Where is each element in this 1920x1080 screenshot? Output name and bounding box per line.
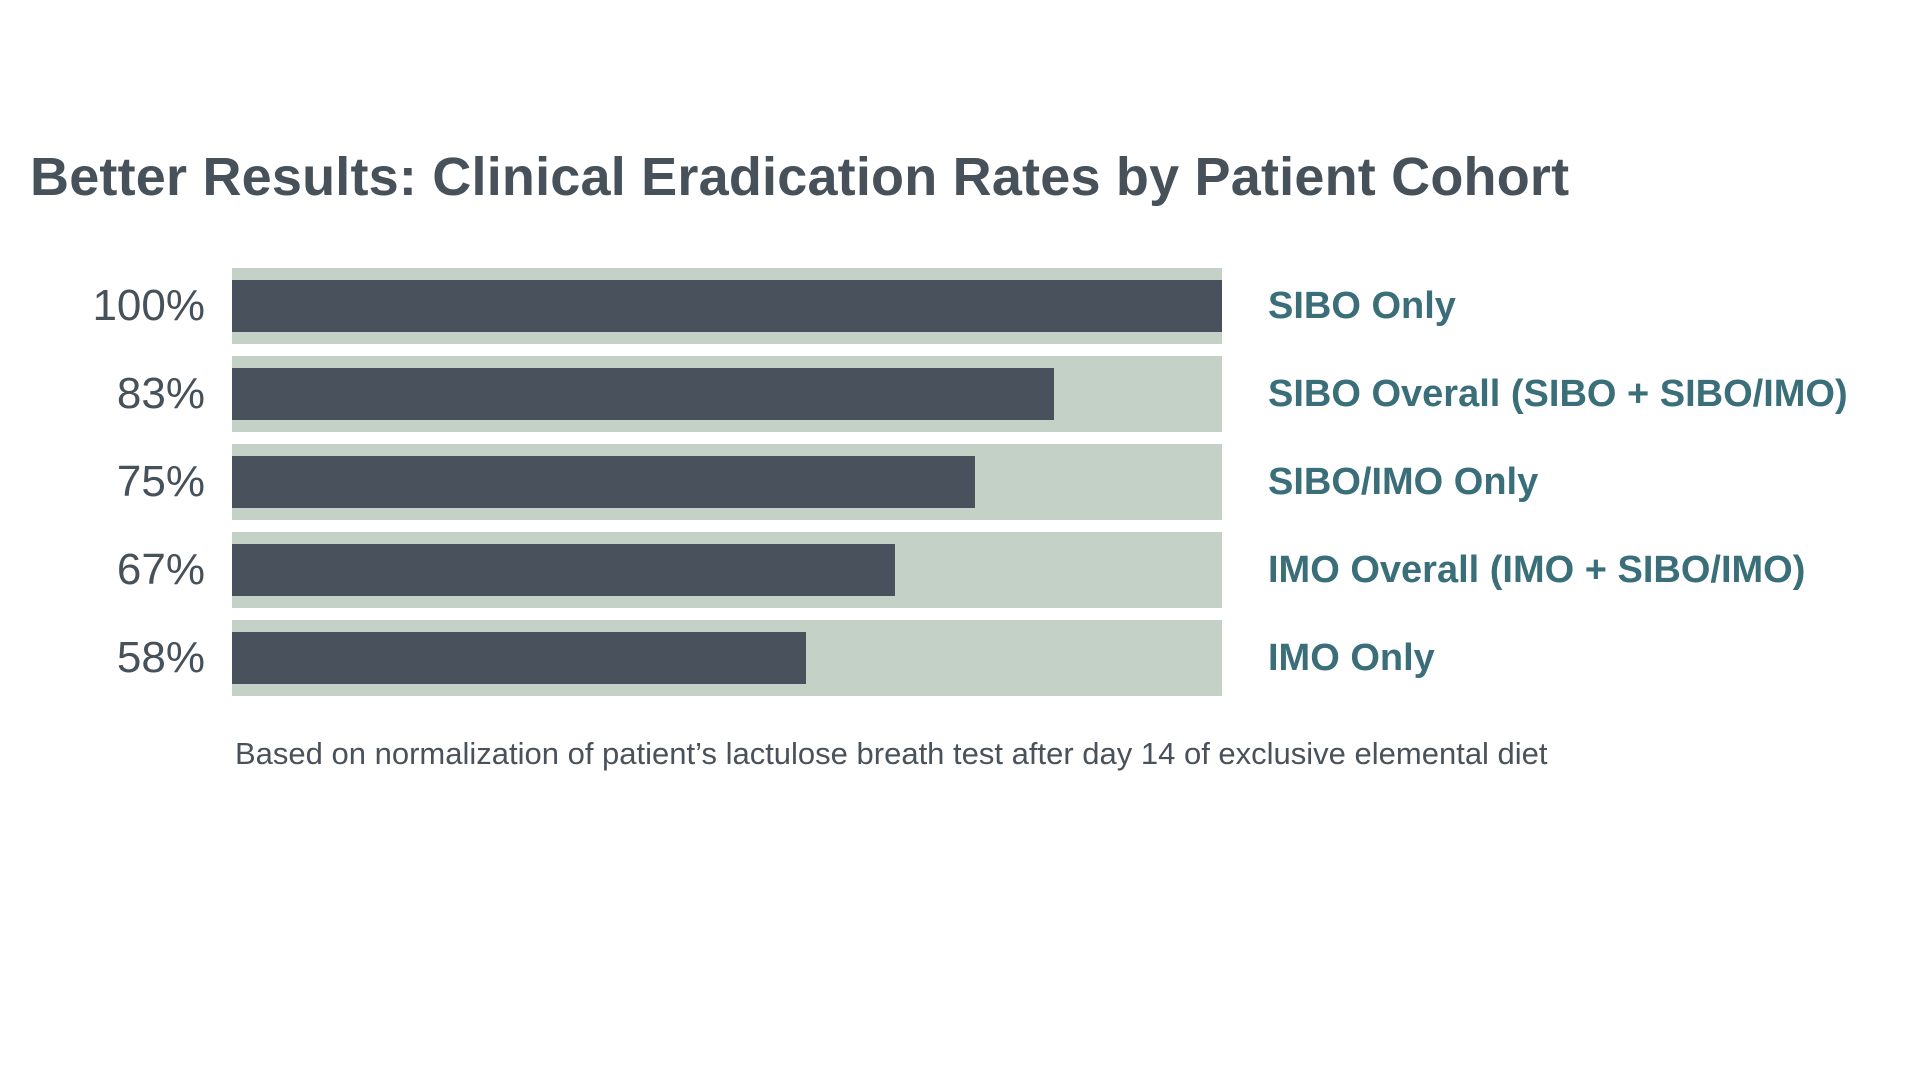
bar-category-label: SIBO/IMO Only <box>1268 460 1539 503</box>
bar-track <box>232 620 1222 696</box>
bar-category-label: IMO Only <box>1268 636 1435 679</box>
bar-fill <box>232 368 1054 420</box>
chart-footnote: Based on normalization of patient’s lact… <box>235 736 1548 771</box>
bar-fill <box>232 456 975 508</box>
bar-track <box>232 356 1222 432</box>
bar-value-label: 58% <box>116 633 205 682</box>
bar-track <box>232 444 1222 520</box>
chart-title: Better Results: Clinical Eradication Rat… <box>30 147 1570 207</box>
bar-fill <box>232 280 1222 332</box>
bar-track <box>232 532 1222 608</box>
bar-track <box>232 268 1222 344</box>
bar-value-label: 83% <box>116 369 205 418</box>
chart-row-sibo-only: 100% SIBO Only <box>0 268 1920 344</box>
bar-fill <box>232 632 807 684</box>
chart-row-sibo-overall: 83% SIBO Overall (SIBO + SIBO/IMO) <box>0 356 1920 432</box>
bar-value-label: 75% <box>116 457 205 506</box>
bar-value-label: 100% <box>92 281 205 330</box>
chart-row-imo-overall: 67% IMO Overall (IMO + SIBO/IMO) <box>0 532 1920 608</box>
bar-value-label: 67% <box>116 545 205 594</box>
chart-row-sibo-imo-only: 75% SIBO/IMO Only <box>0 444 1920 520</box>
bar-category-label: IMO Overall (IMO + SIBO/IMO) <box>1268 548 1806 591</box>
chart-row-imo-only: 58% IMO Only <box>0 620 1920 696</box>
bar-category-label: SIBO Overall (SIBO + SIBO/IMO) <box>1268 372 1848 415</box>
bar-category-label: SIBO Only <box>1268 284 1456 327</box>
bar-fill <box>232 544 896 596</box>
bar-chart: 100% SIBO Only 83% SIBO Overall (SIBO + … <box>0 268 1920 708</box>
